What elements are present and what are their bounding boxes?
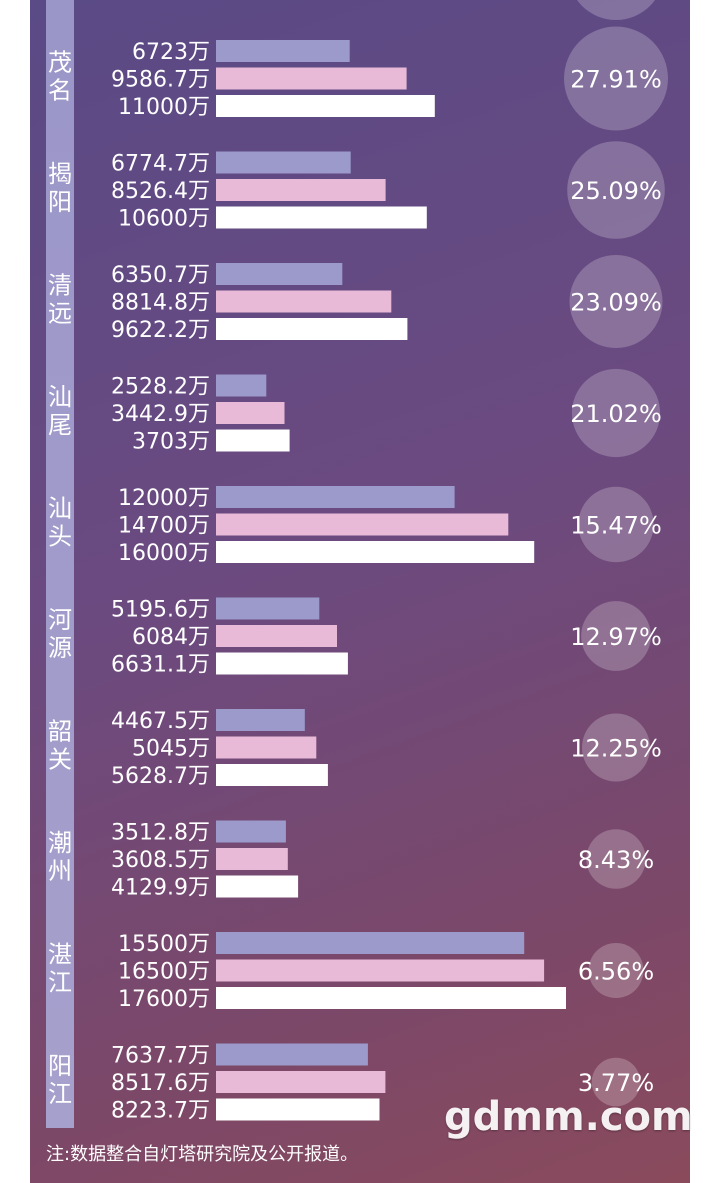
- bar: [216, 402, 285, 424]
- bar: [216, 764, 328, 786]
- bar: [216, 709, 305, 731]
- growth-circle: [567, 141, 665, 239]
- bar: [216, 486, 455, 508]
- growth-label: 25.09%: [570, 177, 662, 205]
- value-label: 4467.5万: [111, 709, 210, 734]
- bar: [216, 820, 286, 843]
- bar: [216, 736, 317, 759]
- value-label: 3442.9万: [111, 402, 210, 427]
- growth-circle: [578, 486, 654, 563]
- bar: [216, 206, 427, 229]
- value-label: 3512.8万: [111, 821, 210, 846]
- growth-circle: [569, 255, 663, 348]
- chart-panel: 茂名 6723万 9586.7万 11000万 27.91% 揭阳 6774.7万 8526.…: [30, 0, 693, 1183]
- growth-circle: [581, 601, 651, 671]
- growth-label: 23.09%: [570, 289, 662, 317]
- watermark-logo: gdmm.com: [444, 1094, 693, 1140]
- value-label: 5045万: [132, 737, 210, 762]
- value-label: 5628.7万: [111, 764, 210, 789]
- bar: [216, 263, 343, 285]
- value-label: 8223.7万: [111, 1099, 210, 1124]
- bar: [216, 1098, 380, 1121]
- value-label: 12000万: [118, 486, 210, 511]
- growth-label: 12.25%: [570, 735, 662, 763]
- growth-circle: [586, 829, 646, 889]
- growth-circle: [582, 713, 650, 782]
- source-note: 注:数据整合自灯塔研究院及公开报道。: [46, 1144, 359, 1165]
- bar: [216, 513, 509, 536]
- value-label: 16000万: [118, 541, 210, 566]
- bar: [216, 179, 386, 201]
- value-label: 3703万: [132, 430, 210, 455]
- bar: [216, 429, 290, 452]
- value-label: 6723万: [132, 40, 210, 65]
- value-label: 8814.8万: [111, 291, 210, 316]
- bar: [216, 95, 435, 117]
- city-label-bar: [46, 0, 74, 1128]
- city-label: 湛江: [48, 941, 72, 997]
- value-label: 14700万: [118, 514, 210, 539]
- bar: [216, 151, 351, 174]
- growth-circle: [571, 368, 661, 458]
- bar: [216, 290, 392, 313]
- value-label: 3608.5万: [111, 848, 210, 873]
- bar: [216, 1071, 386, 1093]
- value-label: 6350.7万: [111, 263, 210, 288]
- growth-label: 3.77%: [578, 1069, 654, 1097]
- city-label: 清远: [48, 272, 72, 328]
- value-label: 10600万: [118, 207, 210, 232]
- growth-circle: [591, 1057, 641, 1107]
- growth-label: 15.47%: [570, 512, 662, 540]
- value-label: 2528.2万: [111, 375, 210, 400]
- value-label: 6084万: [132, 625, 210, 650]
- growth-circle: [564, 26, 668, 131]
- city-label: 茂名: [48, 49, 72, 105]
- bar: [216, 40, 350, 62]
- bar: [216, 987, 566, 1009]
- bar: [216, 652, 348, 675]
- bar: [216, 875, 299, 898]
- value-label: 17600万: [118, 987, 210, 1012]
- value-label: 11000万: [118, 95, 210, 120]
- city-label: 揭阳: [48, 160, 72, 216]
- city-label: 韶关: [48, 718, 72, 774]
- growth-circle: [588, 943, 644, 998]
- bar: [216, 625, 337, 647]
- value-label: 8526.4万: [111, 179, 210, 204]
- value-label: 5195.6万: [111, 598, 210, 623]
- bar: [216, 597, 320, 620]
- bar: [216, 1043, 368, 1066]
- growth-label: 8.43%: [578, 846, 654, 874]
- value-label: 4129.9万: [111, 876, 210, 901]
- bar: [216, 541, 535, 563]
- bar: [216, 67, 407, 90]
- city-label: 汕头: [48, 495, 72, 551]
- bar: [216, 959, 545, 982]
- bar: [216, 932, 525, 954]
- value-label: 6774.7万: [111, 152, 210, 177]
- growth-circle-partial: [577, 0, 655, 20]
- value-label: 8517.6万: [111, 1071, 210, 1096]
- city-label: 河源: [48, 606, 72, 662]
- value-label: 16500万: [118, 960, 210, 985]
- city-label: 潮州: [48, 829, 72, 885]
- bar: [216, 374, 267, 397]
- city-label: 阳江: [48, 1052, 72, 1108]
- bar: [216, 848, 288, 870]
- city-label: 汕尾: [48, 383, 72, 439]
- growth-label: 6.56%: [578, 958, 654, 986]
- value-label: 9586.7万: [111, 68, 210, 93]
- value-label: 7637.7万: [111, 1044, 210, 1069]
- value-label: 9622.2万: [111, 318, 210, 343]
- bar: [216, 318, 408, 340]
- value-label: 6631.1万: [111, 653, 210, 678]
- growth-label: 12.97%: [570, 623, 662, 651]
- growth-label: 21.02%: [570, 400, 662, 428]
- growth-label: 27.91%: [570, 66, 662, 94]
- value-label: 15500万: [118, 932, 210, 957]
